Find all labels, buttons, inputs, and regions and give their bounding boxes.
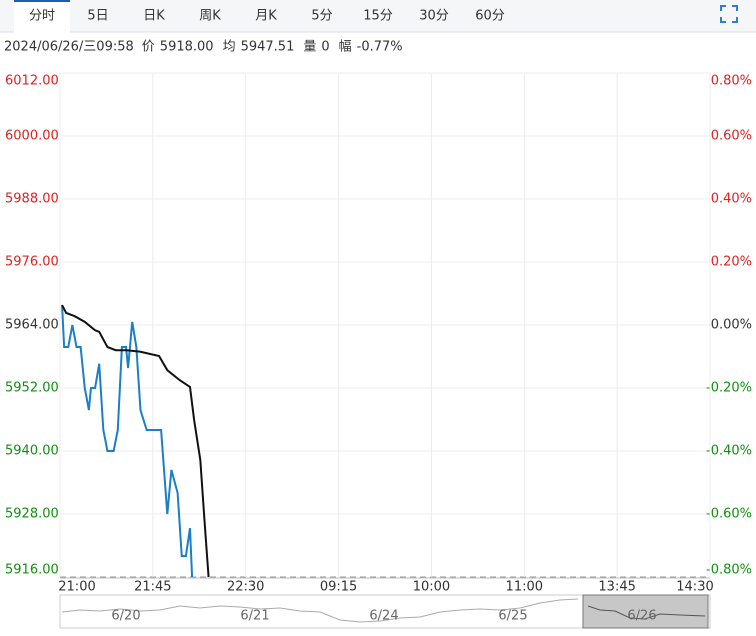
y2-tick-label: 0.80% [711, 74, 752, 89]
x-tick-label: 22:30 [227, 580, 264, 595]
navigator-selected-line [587, 605, 706, 620]
y2-tick-label: -0.60% [706, 507, 752, 522]
navigator-date: 6/20 [111, 609, 140, 624]
y2-tick-label: 0.60% [711, 129, 752, 144]
x-tick-label: 11:00 [506, 580, 543, 595]
info-label: 量 [303, 40, 316, 55]
x-tick-label: 21:45 [134, 580, 171, 595]
y2-tick-label: -0.20% [706, 381, 752, 396]
info-label: 均 [223, 40, 236, 55]
y2-tick-label: -0.80% [706, 563, 752, 578]
x-tick-label: 21:00 [58, 580, 95, 595]
active-tab-indicator [14, 0, 70, 2]
x-tick-label: 09:15 [320, 580, 357, 595]
tab[interactable]: 5分 [311, 9, 332, 24]
tab[interactable]: 分时 [29, 9, 55, 24]
y2-tick-label: 0.40% [711, 192, 752, 207]
y2-tick-label: 0.20% [711, 255, 752, 270]
navigator-selection[interactable] [582, 594, 709, 629]
tab[interactable]: 15分 [363, 9, 393, 24]
y-tick-label: 5916.00 [5, 563, 59, 578]
y-tick-label: 5952.00 [5, 381, 59, 396]
tab[interactable]: 30分 [419, 9, 449, 24]
y-tick-label: 6012.00 [5, 74, 59, 89]
info: 价 5918.00 均 5947.51 量 0 幅 -0.77% [142, 40, 403, 55]
navigator-date: 6/26 [627, 609, 656, 624]
y-tick-label: 5940.00 [5, 444, 59, 459]
navigator-date: 6/24 [369, 609, 398, 624]
y-tick-label: 5976.00 [5, 255, 59, 270]
series-line [61, 305, 194, 578]
info-datetime: 2024/06/26/三09:58 [4, 40, 134, 55]
tab[interactable]: 月K [255, 9, 277, 24]
y-tick-label: 5988.00 [5, 192, 59, 207]
active-tab [14, 0, 70, 33]
plot: 5916.00 5928.00 5940.00 5952.00 5964.00 5976.… [5, 72, 752, 595]
info-label: 价 [142, 40, 155, 55]
info-value: -0.77% [357, 40, 403, 55]
navigator-line [61, 598, 579, 623]
tab[interactable]: 60分 [475, 9, 505, 24]
info-value: 0 [321, 40, 329, 55]
info-value: 5947.51 [241, 40, 295, 55]
expand-icon[interactable] [720, 5, 738, 23]
info-value: 5918.00 [160, 40, 214, 55]
y-tick-label: 6000.00 [5, 129, 59, 144]
x-tick-label: 10:00 [413, 580, 450, 595]
tab-bar [0, 0, 756, 32]
tab[interactable]: 周K [199, 9, 221, 24]
info-label: 幅 [339, 40, 352, 55]
y2-tick-label: 0.00% [711, 318, 752, 333]
x-tick-label: 14:30 [676, 580, 713, 595]
x-tick-label: 13:45 [598, 580, 635, 595]
y2-tick-label: -0.40% [706, 444, 752, 459]
y-tick-label: 5964.00 [5, 318, 59, 333]
tab[interactable]: 5日 [87, 9, 108, 24]
series-line [61, 304, 210, 578]
navigator-date: 6/21 [240, 609, 269, 624]
navigator-labels: 6/20 6/21 6/24 6/25 6/26 [111, 609, 656, 624]
navigator-date: 6/25 [498, 609, 527, 624]
y-tick-label: 5928.00 [5, 507, 59, 522]
tabs: 分时 5日 日K 周K 月K 5分 15分 30分 60分 [14, 0, 505, 33]
tab[interactable]: 日K [143, 9, 165, 24]
